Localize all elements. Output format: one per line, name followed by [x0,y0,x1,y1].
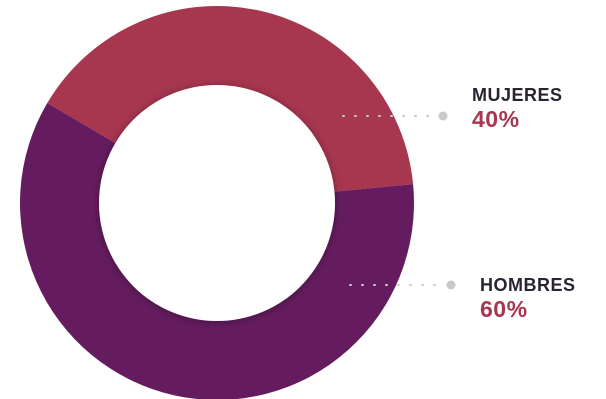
slice-label-hombres: HOMBRES 60% [480,276,576,321]
leader-dot-mujeres [438,111,448,121]
category-label-hombres: HOMBRES [480,275,576,295]
value-label-mujeres: 40% [472,106,520,132]
slice-label-mujeres: MUJERES 40% [472,86,563,131]
leader-dot-hombres [446,280,456,290]
donut-hole [99,85,335,321]
value-label-hombres: 60% [480,296,528,322]
category-label-mujeres: MUJERES [472,85,563,105]
